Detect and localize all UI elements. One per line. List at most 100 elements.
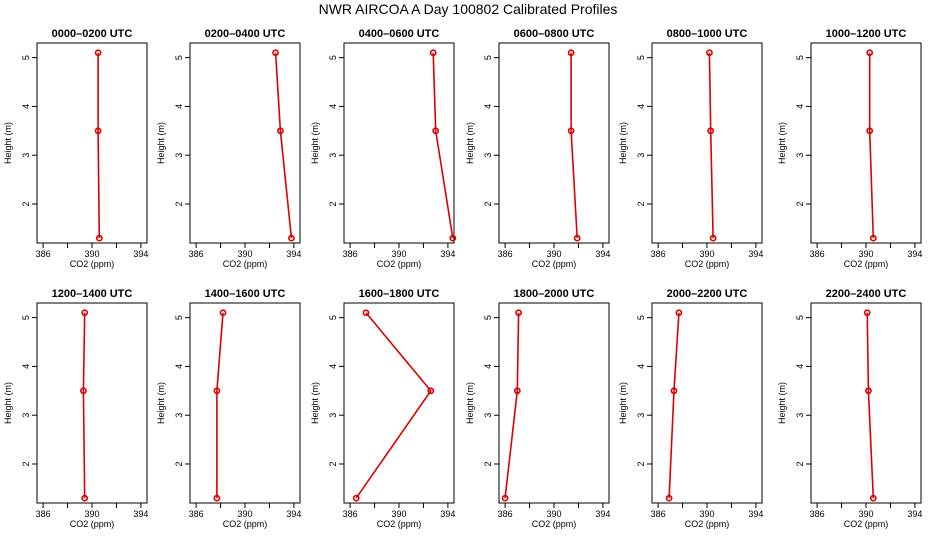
y-axis-label: Height (m): [777, 382, 787, 424]
data-point: [432, 127, 440, 135]
data-point: [665, 494, 673, 502]
data-point: [427, 387, 435, 395]
data-point: [707, 127, 715, 135]
x-tick-label: 394: [595, 249, 610, 259]
x-axis-label: CO2 (ppm): [70, 259, 115, 269]
y-tick-label: 3: [636, 153, 646, 158]
y-tick-label: 3: [328, 413, 338, 418]
x-tick-label: 386: [810, 249, 825, 259]
plot-frame: [189, 302, 301, 504]
y-tick-label: 3: [328, 153, 338, 158]
x-tick-label: 394: [133, 249, 148, 259]
y-tick-label: 4: [636, 104, 646, 109]
plot-frame: [36, 42, 148, 244]
profile-line: [708, 52, 714, 239]
x-tick-label: 386: [189, 249, 204, 259]
y-tick-label: 5: [636, 315, 646, 320]
x-tick-label: 390: [391, 249, 406, 259]
y-tick-label: 2: [328, 461, 338, 466]
y-tick-label: 2: [483, 201, 493, 206]
x-tick-label: 386: [343, 249, 358, 259]
y-tick-label: 5: [328, 315, 338, 320]
y-tick-label: 4: [174, 104, 184, 109]
y-tick-label: 2: [636, 461, 646, 466]
panel-7: 1200–1400 UTC 386 390 394 2 3 4 5 CO2 (ppm) Heigh…: [3, 288, 148, 529]
figure-title: NWR AIRCOA A Day 100802 Calibrated Profi…: [319, 1, 618, 17]
y-tick-label: 5: [328, 55, 338, 60]
y-tick-label: 4: [483, 364, 493, 369]
profile-line: [504, 312, 520, 499]
x-tick-label: 386: [498, 249, 513, 259]
data-point: [94, 49, 102, 57]
panel-title: 1000–1200 UTC: [826, 28, 907, 40]
x-tick-label: 386: [810, 509, 825, 519]
plot-frame: [343, 302, 455, 504]
y-tick-label: 2: [636, 201, 646, 206]
y-axis-label: Height (m): [618, 122, 628, 164]
x-tick-label: 394: [748, 249, 763, 259]
plot-frame: [651, 42, 763, 244]
panel-6: 1000–1200 UTC 386 390 394 2 3 4 5 CO2 (ppm) Heigh…: [777, 28, 922, 269]
data-point: [277, 127, 284, 135]
y-tick-label: 2: [328, 201, 338, 206]
data-point: [709, 234, 717, 242]
plot-frame: [498, 42, 610, 244]
panel-title: 2200–2400 UTC: [826, 288, 907, 300]
profile-line: [274, 52, 293, 239]
profile-line: [355, 312, 432, 499]
profile-line: [570, 52, 578, 239]
x-axis-label: CO2 (ppm): [223, 519, 268, 529]
x-tick-label: 394: [440, 509, 455, 519]
x-tick-label: 386: [343, 509, 358, 519]
y-tick-label: 5: [483, 55, 493, 60]
x-tick-label: 394: [907, 249, 922, 259]
panel-title: 0400–0600 UTC: [359, 28, 440, 40]
y-tick-label: 5: [636, 55, 646, 60]
panel-1: 0000–0200 UTC 386 390 394 2 3 4 5 CO2 (ppm) Heigh…: [3, 28, 148, 269]
data-point: [573, 234, 581, 242]
data-point: [272, 49, 279, 57]
profile-line: [866, 312, 875, 499]
data-point: [567, 49, 575, 57]
profile-line: [82, 312, 86, 499]
x-tick-label: 394: [440, 249, 455, 259]
y-tick-label: 4: [795, 104, 805, 109]
y-tick-label: 3: [795, 413, 805, 418]
x-axis-label: CO2 (ppm): [844, 259, 889, 269]
panels-grid: 0000–0200 UTC 386 390 394 2 3 4 5 CO2 (ppm) Heigh…: [3, 28, 922, 529]
profile-line: [868, 52, 875, 239]
y-axis-label: Height (m): [465, 382, 475, 424]
y-tick-label: 4: [21, 104, 31, 109]
panel-3: 0400–0600 UTC 386 390 394 2 3 4 5 CO2 (ppm) Heigh…: [310, 28, 457, 269]
x-tick-label: 390: [699, 249, 714, 259]
y-axis-label: Height (m): [465, 122, 475, 164]
data-point: [706, 49, 713, 57]
data-point: [95, 234, 103, 242]
y-tick-label: 5: [174, 315, 184, 320]
data-point: [219, 309, 227, 317]
profile-line: [432, 52, 454, 239]
data-point: [81, 494, 89, 502]
x-tick-label: 394: [907, 509, 922, 519]
x-tick-label: 390: [858, 249, 873, 259]
y-tick-label: 4: [174, 364, 184, 369]
panel-10: 1800–2000 UTC 386 390 394 2 3 4 5 CO2 (ppm) Heigh…: [465, 288, 610, 529]
y-tick-label: 5: [174, 55, 184, 60]
data-point: [362, 309, 370, 317]
data-point: [449, 234, 457, 242]
y-axis-label: Height (m): [3, 122, 13, 164]
panel-title: 0600–0800 UTC: [514, 28, 595, 40]
data-point: [675, 309, 683, 317]
data-point: [501, 494, 509, 502]
y-tick-label: 3: [174, 413, 184, 418]
x-tick-label: 386: [651, 249, 666, 259]
x-tick-label: 390: [237, 509, 252, 519]
x-tick-label: 390: [391, 509, 406, 519]
y-tick-label: 4: [636, 364, 646, 369]
y-tick-label: 2: [174, 201, 184, 206]
data-point: [863, 309, 871, 317]
x-tick-label: 394: [595, 509, 610, 519]
x-tick-label: 386: [36, 509, 51, 519]
panel-4: 0600–0800 UTC 386 390 394 2 3 4 5 CO2 (ppm) Heigh…: [465, 28, 610, 269]
